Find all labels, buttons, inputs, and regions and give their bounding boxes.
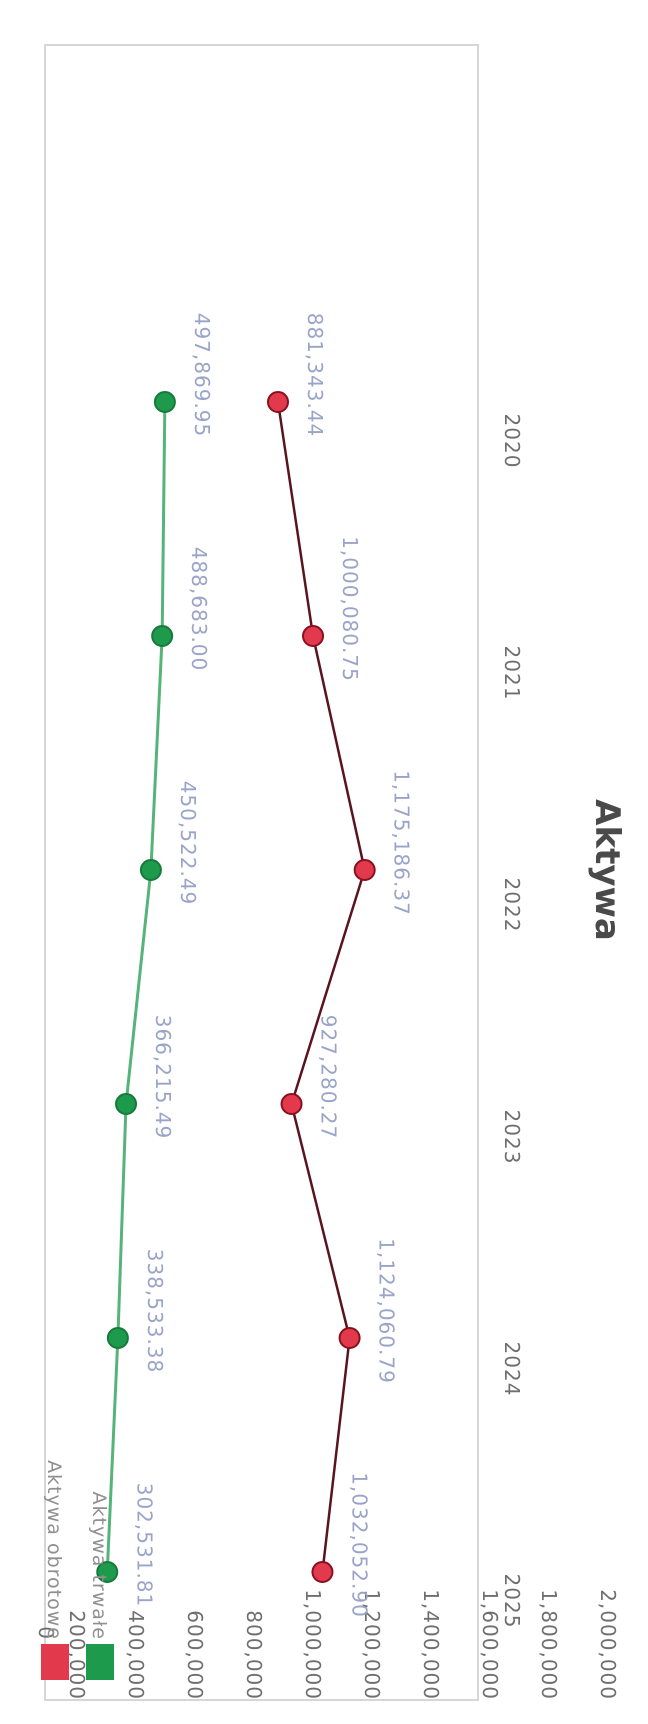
x-tick-label: 2022: [500, 878, 524, 933]
data-point: [280, 1093, 303, 1115]
y-tick-label: 1,000,000: [301, 1589, 325, 1700]
legend-label: Aktywa obrotowe: [43, 1460, 65, 1640]
data-label: 1,175,186.37: [390, 770, 414, 916]
x-tick-label: 2023: [500, 1110, 524, 1165]
data-point: [266, 391, 289, 413]
y-tick-label: 1,600,000: [478, 1589, 502, 1700]
y-axis-ticks: 0 200,000 400,000 600,000 800,000 1,000,000 1,…: [34, 1589, 620, 1700]
series-line: [276, 401, 366, 1573]
data-label: 497,869.95: [190, 313, 214, 438]
data-point: [151, 625, 174, 647]
y-tick-label: 400,000: [124, 1610, 148, 1700]
legend-swatch: [86, 1644, 114, 1680]
data-label: 366,215.49: [151, 1015, 175, 1140]
data-point: [106, 1327, 129, 1349]
y-tick-label: 1,400,000: [419, 1589, 443, 1700]
legend: Aktywa trwałe Aktywa obrotowe: [41, 1460, 114, 1680]
x-tick-label: 2024: [500, 1342, 524, 1397]
data-point: [338, 1327, 361, 1349]
data-point: [115, 1093, 138, 1115]
data-label: 488,683.00: [187, 547, 211, 672]
data-label: 302,531.81: [132, 1483, 156, 1608]
x-axis-ticks: 2020 2021 2022 2023 2024 2025: [500, 414, 524, 1629]
data-point: [139, 859, 162, 881]
data-point: [353, 859, 376, 881]
legend-swatch: [41, 1644, 69, 1680]
data-point: [153, 391, 176, 413]
data-label: 1,032,052.90: [347, 1472, 371, 1618]
data-point: [302, 625, 325, 647]
y-tick-label: 1,200,000: [360, 1589, 384, 1700]
y-tick-label: 0: [34, 1626, 58, 1640]
plot-area: [44, 44, 479, 1701]
series-line: [105, 401, 167, 1573]
data-label: 338,533.38: [143, 1249, 167, 1374]
x-tick-label: 2020: [500, 414, 524, 469]
legend-label: Aktywa trwałe: [88, 1492, 110, 1640]
x-tick-label: 2025: [500, 1574, 524, 1629]
data-label: 450,522.49: [176, 781, 200, 906]
data-label: 881,343.44: [303, 313, 327, 438]
data-point: [311, 1561, 334, 1583]
data-label: 1,000,080.75: [338, 536, 362, 682]
series-layer: 497,869.95 488,683.00 450,522.49 366,215.49…: [96, 313, 414, 1618]
x-tick-label: 2021: [500, 646, 524, 701]
chart-title: Aktywa: [587, 799, 627, 941]
data-label: 1,124,060.79: [375, 1238, 399, 1384]
data-point: [96, 1561, 119, 1583]
y-tick-label: 800,000: [242, 1610, 266, 1700]
y-tick-label: 600,000: [183, 1610, 207, 1700]
y-tick-label: 2,000,000: [596, 1589, 620, 1700]
data-label: 927,280.27: [317, 1015, 341, 1140]
y-tick-label: 1,800,000: [537, 1589, 561, 1700]
